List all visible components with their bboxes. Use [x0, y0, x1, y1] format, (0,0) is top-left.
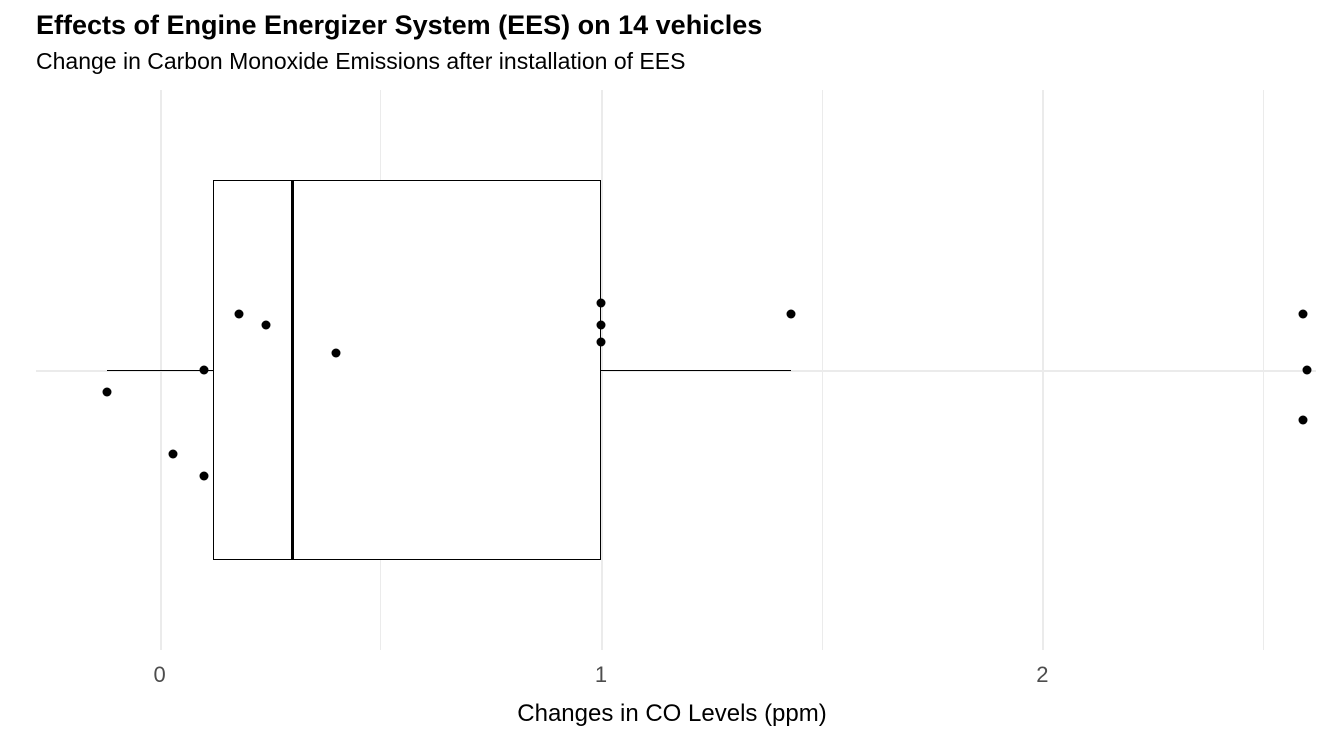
data-point — [199, 366, 208, 375]
median-line — [291, 180, 294, 561]
x-tick-label: 2 — [1036, 662, 1048, 688]
data-point — [596, 338, 605, 347]
data-point — [199, 472, 208, 481]
x-axis-label: Changes in CO Levels (ppm) — [0, 700, 1344, 728]
data-point — [332, 349, 341, 358]
data-point — [1303, 366, 1312, 375]
data-point — [596, 321, 605, 330]
plot-area — [36, 90, 1316, 650]
x-tick-label: 1 — [595, 662, 607, 688]
chart-subtitle: Change in Carbon Monoxide Emissions afte… — [36, 48, 685, 75]
data-point — [102, 388, 111, 397]
data-point — [786, 310, 795, 319]
whisker-high — [601, 370, 791, 371]
data-point — [168, 450, 177, 459]
box — [213, 180, 601, 561]
data-point — [596, 298, 605, 307]
chart-title: Effects of Engine Energizer System (EES)… — [36, 10, 762, 41]
data-point — [1298, 310, 1307, 319]
data-point — [235, 310, 244, 319]
whisker-low — [107, 370, 213, 371]
data-point — [261, 321, 270, 330]
x-tick-label: 0 — [153, 662, 165, 688]
data-point — [1298, 416, 1307, 425]
